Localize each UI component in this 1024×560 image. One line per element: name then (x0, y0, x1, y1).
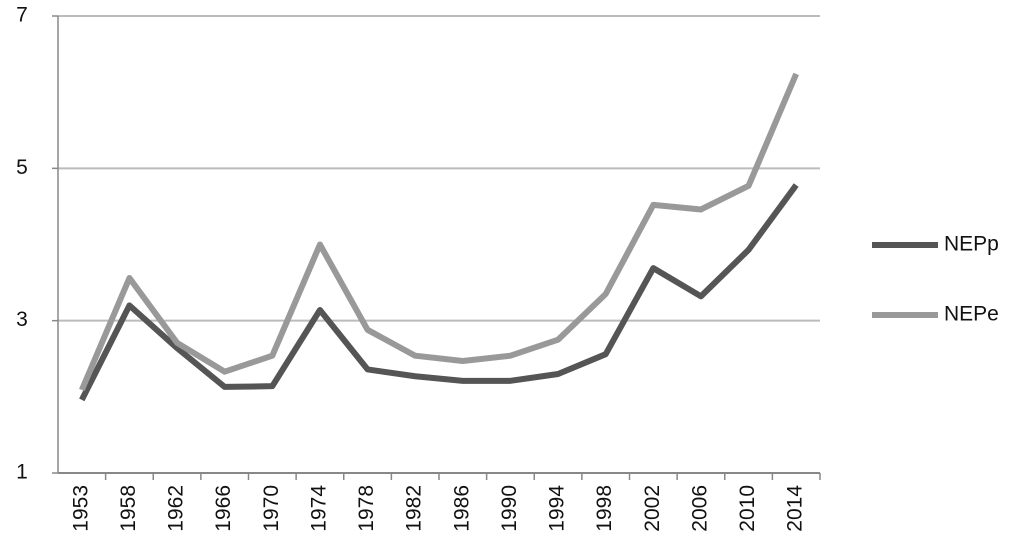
x-tick-label: 1978 (355, 485, 378, 532)
x-tick-label: 2014 (784, 485, 807, 532)
x-tick-label: 1970 (260, 485, 283, 532)
x-tick-label: 2010 (736, 485, 759, 532)
x-tick-label: 1958 (117, 485, 140, 532)
x-tick-label: 2006 (688, 485, 711, 532)
line (79, 183, 799, 402)
x-tick-label: 2002 (641, 485, 664, 532)
x-tick-label: 1994 (546, 485, 569, 532)
y-tick-label: 1 (16, 461, 28, 484)
legend-label: NEPp (944, 233, 999, 256)
y-tick-label: 7 (16, 4, 28, 27)
y-tick-label: 3 (16, 308, 28, 331)
y-tick-label: 5 (16, 156, 28, 179)
line (79, 72, 799, 392)
x-tick-label: 1962 (165, 485, 188, 532)
x-tick-label: 1990 (498, 485, 521, 532)
x-tick-label: 1998 (593, 485, 616, 532)
x-tick-label: 1974 (307, 485, 330, 532)
x-tick-label: 1966 (212, 485, 235, 532)
legend-label: NEPe (944, 303, 999, 326)
x-tick-label: 1986 (450, 485, 473, 532)
x-tick-label: 1953 (69, 485, 92, 532)
x-tick-label: 1982 (403, 485, 426, 532)
